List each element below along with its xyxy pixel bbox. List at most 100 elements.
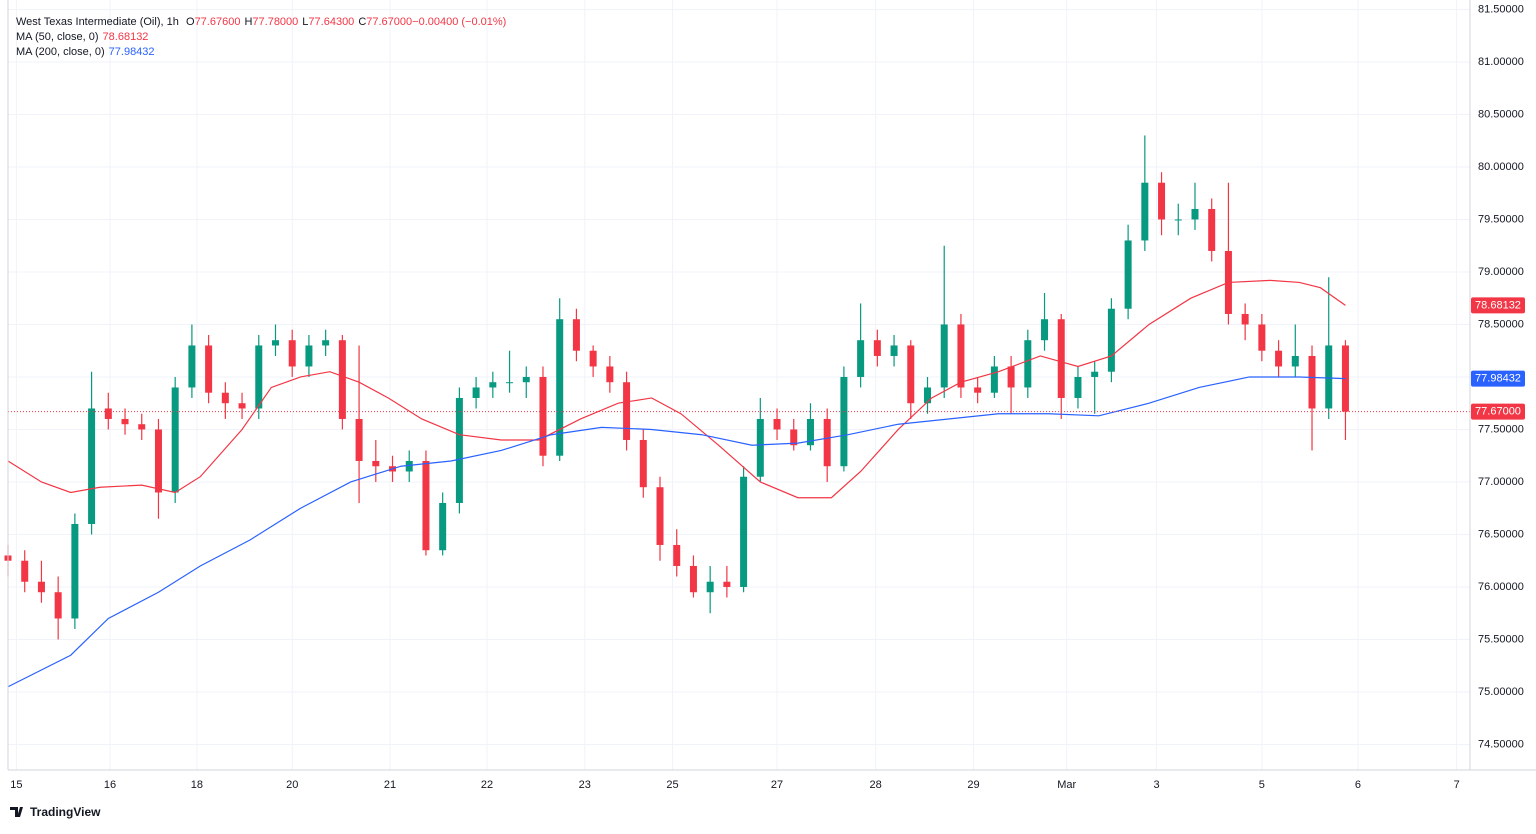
candle-body [372, 460, 380, 467]
candle-body [238, 403, 246, 409]
y-tick-label: 75.50000 [1478, 633, 1524, 645]
candle-body [205, 345, 213, 393]
legend-ma50: MA (50, close, 0) 78.68132 [16, 31, 148, 43]
candle-body [1074, 376, 1082, 398]
x-tick-label: 20 [286, 779, 298, 791]
candle-body [823, 418, 831, 467]
y-tick-label: 79.50000 [1478, 213, 1524, 225]
candle-body [1191, 208, 1199, 220]
candle-body [756, 418, 764, 477]
candle-body [1124, 240, 1132, 309]
candle-body [990, 366, 998, 393]
x-tick-label: 27 [771, 779, 783, 791]
y-tick-label: 81.00000 [1478, 56, 1524, 68]
candle-body [806, 418, 814, 446]
candle-body [405, 460, 413, 472]
price-tag-label: 77.98432 [1475, 373, 1521, 385]
y-tick-label: 81.50000 [1478, 3, 1524, 15]
candle-body [606, 366, 614, 383]
legend-ma200: MA (200, close, 0) 77.98432 [16, 46, 155, 58]
candle-body [1275, 350, 1283, 367]
x-tick-label: 21 [384, 779, 396, 791]
candle-body [1091, 371, 1099, 377]
candle-body [923, 387, 931, 404]
x-tick-label: 25 [666, 779, 678, 791]
candle-body [439, 502, 447, 551]
candle-body [1174, 219, 1182, 221]
candle-body [271, 340, 279, 346]
x-tick-label: 15 [10, 779, 22, 791]
candle-body [171, 387, 179, 493]
x-tick-label: 5 [1259, 779, 1265, 791]
y-tick-label: 77.00000 [1478, 476, 1524, 488]
candle-body [689, 565, 697, 593]
ohlc-header: O77.67600 H77.78000 L77.64300 C77.67000−0.0… [186, 16, 506, 28]
candle-body [1107, 308, 1115, 372]
candle-body [957, 324, 965, 388]
price-tag-label: 78.68132 [1475, 299, 1521, 311]
ohlc-key: C [358, 16, 366, 28]
candle-body [154, 429, 162, 493]
candle-body [1057, 319, 1065, 398]
x-tick-label: 18 [191, 779, 203, 791]
candle-body [1024, 340, 1032, 388]
candle-body [1158, 182, 1166, 220]
candle-body [255, 345, 263, 409]
chart-title: West Texas Intermediate (Oil), 1h [16, 16, 179, 28]
ohlc-value: 77.67000 [366, 16, 412, 28]
candle-body [472, 387, 480, 398]
candle-body [1241, 313, 1249, 325]
x-tick-label: 22 [481, 779, 493, 791]
candle-body [489, 382, 497, 388]
y-tick-label: 74.50000 [1478, 738, 1524, 750]
x-tick-label: 28 [870, 779, 882, 791]
ohlc-key: L [302, 16, 308, 28]
ohlc-key: O [186, 16, 195, 28]
candle-body [188, 345, 196, 388]
candle-body [88, 408, 96, 524]
candle-body [589, 350, 597, 367]
candle-body [1141, 182, 1149, 241]
candle-body [940, 324, 948, 388]
legend-value: 77.98432 [109, 46, 155, 58]
candle-body [623, 382, 631, 440]
y-tick-label: 76.00000 [1478, 581, 1524, 593]
candle-body [1308, 355, 1316, 409]
x-tick-label: 7 [1454, 779, 1460, 791]
y-tick-label: 76.50000 [1478, 528, 1524, 540]
candle-body [121, 418, 129, 425]
candle-body [305, 345, 313, 367]
candle-body [773, 418, 781, 430]
candle-body [288, 340, 296, 367]
candle-body [840, 376, 848, 467]
y-tick-label: 75.00000 [1478, 686, 1524, 698]
candle-body [522, 376, 530, 383]
x-tick-label: 6 [1355, 779, 1361, 791]
candle-body [873, 340, 881, 356]
candle-body [138, 424, 146, 430]
legend-name: MA (200, close, 0) [16, 46, 105, 58]
candle-body [506, 382, 514, 384]
candle-body [71, 523, 79, 619]
y-tick-label: 78.50000 [1478, 318, 1524, 330]
candle-body [1291, 355, 1299, 367]
candle-body [740, 476, 748, 587]
candle-body [890, 345, 898, 356]
candle-body [857, 340, 865, 377]
candle-body [556, 319, 564, 456]
x-tick-label: 16 [104, 779, 116, 791]
candle-body [54, 592, 62, 619]
candle-body [104, 408, 112, 419]
candle-body [1041, 319, 1049, 341]
price-tag-label: 77.67000 [1475, 406, 1521, 418]
candle-body [338, 340, 346, 419]
x-tick-label: 3 [1153, 779, 1159, 791]
ohlc-key: H [244, 16, 252, 28]
candle-body [1007, 366, 1015, 388]
candle-body [322, 340, 330, 346]
candle-body [455, 397, 463, 503]
candle-body [539, 376, 547, 456]
x-tick-label: Mar [1057, 779, 1076, 791]
candle-body [790, 429, 798, 446]
ma-line [7, 376, 1346, 688]
